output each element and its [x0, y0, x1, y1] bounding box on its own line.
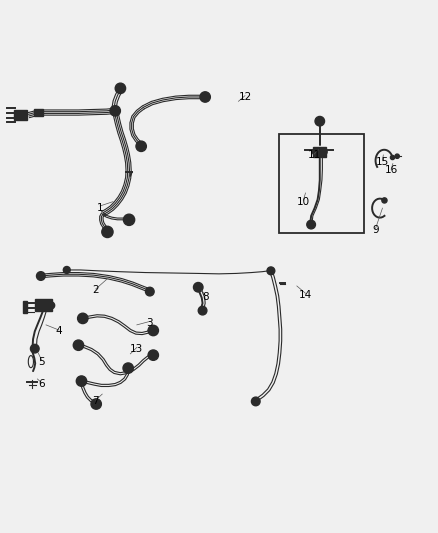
Text: 16: 16 — [385, 166, 398, 175]
Circle shape — [48, 302, 55, 309]
Circle shape — [123, 363, 134, 373]
Circle shape — [148, 325, 159, 336]
Bar — [279, 134, 364, 233]
Circle shape — [124, 214, 134, 225]
Text: 4: 4 — [56, 326, 62, 336]
Polygon shape — [313, 147, 326, 157]
Text: 12: 12 — [238, 92, 251, 102]
Circle shape — [200, 92, 210, 102]
Circle shape — [395, 154, 399, 158]
Text: 2: 2 — [92, 285, 99, 295]
Circle shape — [64, 266, 70, 273]
Circle shape — [136, 141, 146, 151]
Text: 14: 14 — [299, 289, 312, 300]
Circle shape — [148, 350, 159, 360]
Circle shape — [194, 282, 203, 292]
Circle shape — [251, 397, 260, 406]
Polygon shape — [34, 109, 42, 116]
Circle shape — [315, 116, 325, 126]
Circle shape — [91, 399, 101, 409]
Circle shape — [78, 313, 88, 324]
Text: 8: 8 — [202, 292, 208, 302]
Circle shape — [102, 227, 113, 238]
Text: 7: 7 — [92, 397, 99, 407]
Circle shape — [110, 106, 120, 116]
Text: 6: 6 — [39, 379, 45, 389]
Text: 1: 1 — [97, 203, 103, 213]
Circle shape — [73, 340, 84, 350]
Polygon shape — [14, 110, 28, 120]
Text: 13: 13 — [130, 344, 144, 354]
Circle shape — [321, 149, 327, 155]
Circle shape — [198, 306, 207, 315]
Text: 3: 3 — [146, 318, 153, 328]
Circle shape — [36, 272, 45, 280]
Circle shape — [382, 198, 387, 203]
Polygon shape — [23, 301, 28, 313]
Text: 5: 5 — [39, 357, 45, 367]
Circle shape — [307, 220, 315, 229]
Text: 15: 15 — [376, 157, 389, 167]
Circle shape — [312, 149, 318, 155]
Circle shape — [31, 344, 39, 353]
Circle shape — [145, 287, 154, 296]
Polygon shape — [35, 300, 52, 311]
Text: 10: 10 — [297, 197, 310, 207]
Circle shape — [76, 376, 87, 386]
Text: 11: 11 — [307, 150, 321, 160]
Circle shape — [115, 83, 126, 93]
Text: 9: 9 — [372, 225, 379, 235]
Circle shape — [267, 267, 275, 274]
